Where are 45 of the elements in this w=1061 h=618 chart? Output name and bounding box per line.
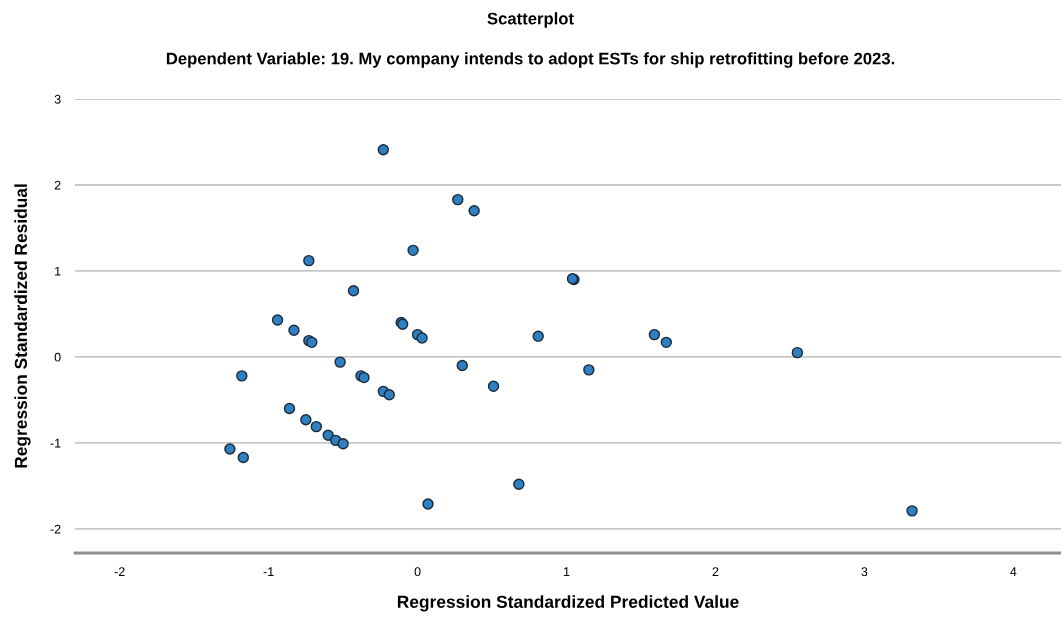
y-tick-label: 0 — [54, 352, 61, 362]
x-axis-title: Regression Standardized Predicted Value — [397, 595, 739, 612]
x-tick-label: 2 — [712, 567, 719, 576]
point — [452, 193, 464, 206]
point — [407, 244, 419, 257]
point — [660, 336, 673, 349]
chart-subtitle: Dependent Variable: 19. My company intends to adopt ESTs for ship retrofitting before 2023. — [166, 52, 895, 68]
y-axis-title: Regression Standardized Residual — [14, 184, 31, 468]
point — [271, 314, 284, 326]
point — [337, 438, 349, 450]
point — [283, 402, 296, 415]
point — [416, 332, 428, 344]
x-tick-label: -1 — [263, 567, 274, 576]
point — [906, 505, 918, 517]
y-tick-label: 3 — [54, 94, 61, 104]
point — [224, 443, 236, 455]
chart-title: Scatterplot — [487, 12, 574, 28]
point — [310, 420, 322, 433]
point — [791, 346, 804, 359]
y-tick-label: 2 — [54, 180, 61, 190]
point — [303, 254, 315, 267]
y-tick-label: -2 — [50, 524, 61, 534]
point — [288, 324, 300, 337]
x-tick-label: 0 — [414, 567, 421, 577]
point — [237, 451, 250, 464]
x-tick-label: 1 — [563, 567, 570, 576]
point — [377, 144, 390, 156]
point — [334, 356, 346, 368]
x-tick-label: 3 — [861, 567, 868, 577]
point — [583, 364, 595, 376]
y-tick-label: -1 — [50, 438, 61, 448]
point — [532, 330, 544, 343]
x-tick-label: -2 — [114, 567, 125, 576]
point — [383, 389, 395, 401]
point — [648, 328, 661, 341]
point — [236, 370, 248, 382]
point — [347, 285, 360, 297]
x-tick-label: 4 — [1010, 567, 1017, 576]
point — [300, 414, 312, 426]
point — [456, 359, 468, 372]
y-tick-label: 1 — [55, 266, 61, 276]
point — [513, 478, 525, 490]
point — [422, 498, 434, 510]
point — [468, 205, 480, 217]
point — [487, 380, 500, 392]
